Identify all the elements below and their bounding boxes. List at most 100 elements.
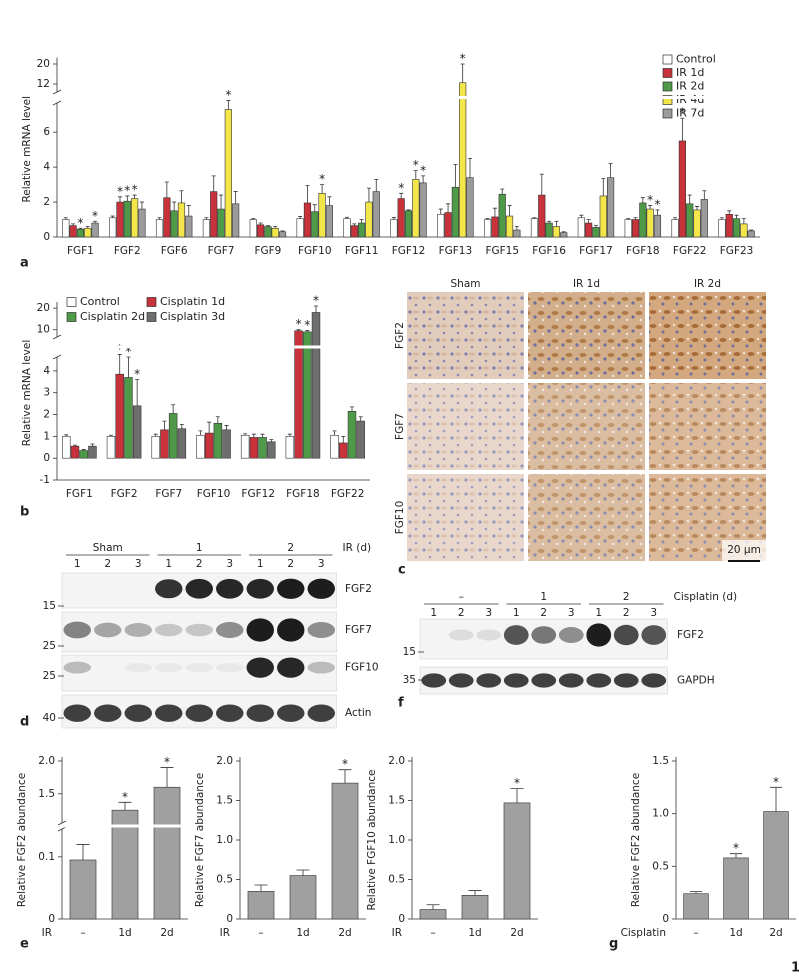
- error-bar: [601, 178, 606, 196]
- micrograph: [407, 383, 524, 470]
- x-tick-label: FGF18: [286, 488, 320, 500]
- group-label: 2: [287, 542, 294, 554]
- error-bar: [251, 218, 256, 220]
- blot-band: [448, 629, 474, 641]
- significance-marker: *: [319, 172, 325, 186]
- error-bar: [320, 184, 325, 194]
- bar: [513, 229, 521, 238]
- y-tick-label: 2.0: [388, 755, 405, 767]
- error-bar: [734, 214, 739, 219]
- bar: [505, 215, 514, 238]
- error-bar: [492, 207, 497, 217]
- legend-label: Control: [80, 295, 120, 308]
- error-bar: [332, 430, 337, 436]
- y-axis-label: Relative FGF2 abundance: [16, 773, 28, 907]
- bar: [151, 436, 160, 459]
- error-bar: [554, 220, 559, 227]
- error-bar: [280, 230, 285, 232]
- group-label: 2: [623, 591, 630, 603]
- significance-marker: *: [313, 294, 319, 308]
- error-bar: [391, 217, 396, 220]
- x-tick-label: FGF9: [254, 245, 281, 257]
- micrograph: [528, 474, 645, 561]
- error-bar: [296, 329, 301, 331]
- bar: [372, 191, 380, 238]
- unit-label: Cisplatin (d): [674, 591, 738, 603]
- x-tick-label: 1d: [118, 927, 131, 939]
- blot-band: [155, 704, 183, 722]
- legend-label: Cisplatin 2d: [80, 310, 145, 323]
- y-tick-label: 0: [43, 452, 50, 464]
- column-label: IR 1d: [573, 278, 600, 290]
- blot-band: [185, 578, 213, 599]
- marker-label: 25: [43, 670, 56, 682]
- panel-label: a: [20, 256, 29, 271]
- error-bar: [341, 435, 346, 443]
- bar: [718, 219, 726, 238]
- x-tick-label: FGF15: [485, 245, 519, 257]
- blot-band: [185, 662, 213, 673]
- bar: [538, 194, 546, 238]
- bar: [624, 219, 632, 238]
- x-tick-label: FGF10: [298, 245, 332, 257]
- error-bar: [287, 433, 292, 437]
- error-bar: [314, 305, 319, 313]
- legend-label: Cisplatin 3d: [160, 310, 225, 323]
- y-axis-label: Relative FGF10 abundance: [366, 770, 378, 911]
- panel-label: g: [609, 937, 618, 952]
- y-axis-label: Relative mRNA level: [21, 340, 33, 447]
- bar: [646, 208, 654, 238]
- y-axis-label: Relative FGF2 abundance: [630, 773, 642, 907]
- x-tick-label: 2d: [338, 927, 351, 939]
- y-tick-label: 10: [37, 324, 50, 336]
- bar: [177, 428, 187, 459]
- lane-label: 2: [104, 558, 111, 570]
- bar: [397, 198, 405, 238]
- x-tick-label: 1d: [729, 927, 742, 939]
- x-axis-label: IR: [220, 927, 230, 939]
- bar: [202, 219, 211, 238]
- bar: [271, 227, 279, 238]
- error-bar: [157, 217, 162, 220]
- x-tick-label: 1d: [296, 927, 309, 939]
- y-tick-label: 1.5: [652, 755, 669, 767]
- blot-band: [277, 704, 305, 722]
- error-bar: [727, 210, 732, 215]
- lane-label: 1: [595, 607, 602, 619]
- significance-marker: *: [647, 193, 653, 207]
- bar: [88, 445, 97, 459]
- x-tick-label: 2d: [160, 927, 173, 939]
- bar: [437, 213, 445, 238]
- error-bar: [164, 181, 169, 198]
- error-bar: [327, 196, 332, 206]
- bar: [358, 222, 366, 238]
- error-bar: [254, 884, 268, 892]
- bar: [461, 894, 489, 920]
- bar: [725, 213, 733, 238]
- significance-marker: *: [132, 183, 138, 197]
- break-gap: [63, 824, 189, 828]
- bar: [491, 216, 499, 238]
- y-tick-label: 1.5: [38, 788, 55, 800]
- error-bar: [338, 769, 352, 784]
- significance-marker: *: [92, 209, 98, 223]
- error-bar: [633, 217, 638, 220]
- break-gap: [58, 96, 761, 99]
- bar: [278, 231, 287, 238]
- y-tick-label: 0.5: [216, 874, 233, 886]
- significance-marker: *: [117, 342, 123, 356]
- bar: [592, 227, 600, 238]
- y-tick-label: 1.5: [216, 795, 233, 807]
- error-bar: [90, 443, 95, 447]
- bar: [264, 226, 272, 238]
- bar: [256, 224, 265, 238]
- blot-band: [124, 623, 152, 637]
- bar: [530, 218, 539, 238]
- bar: [177, 202, 186, 238]
- column-label: Sham: [451, 278, 481, 290]
- bar: [325, 205, 333, 238]
- legend-swatch: [662, 108, 673, 119]
- legend-swatch: [662, 54, 673, 65]
- blot-band: [307, 661, 335, 674]
